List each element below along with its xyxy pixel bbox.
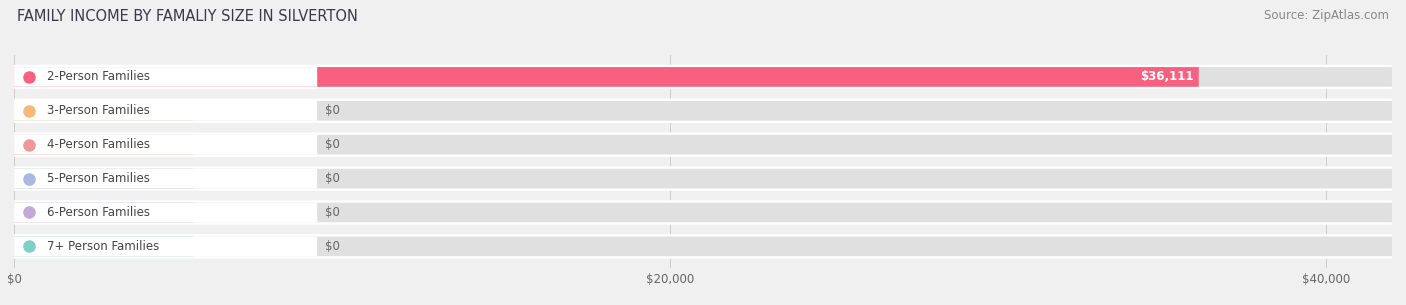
Text: 5-Person Families: 5-Person Families xyxy=(48,172,150,185)
FancyBboxPatch shape xyxy=(14,67,1199,87)
Text: $36,111: $36,111 xyxy=(1140,70,1194,84)
FancyBboxPatch shape xyxy=(14,65,1392,89)
FancyBboxPatch shape xyxy=(14,237,1392,256)
FancyBboxPatch shape xyxy=(14,135,318,155)
Text: 2-Person Families: 2-Person Families xyxy=(48,70,150,84)
FancyBboxPatch shape xyxy=(14,132,1392,157)
FancyBboxPatch shape xyxy=(14,135,193,155)
Text: FAMILY INCOME BY FAMALIY SIZE IN SILVERTON: FAMILY INCOME BY FAMALIY SIZE IN SILVERT… xyxy=(17,9,357,24)
FancyBboxPatch shape xyxy=(14,67,318,87)
FancyBboxPatch shape xyxy=(14,203,318,222)
FancyBboxPatch shape xyxy=(14,169,318,188)
FancyBboxPatch shape xyxy=(14,101,318,121)
Text: 6-Person Families: 6-Person Families xyxy=(48,206,150,219)
FancyBboxPatch shape xyxy=(14,67,1392,87)
Text: $0: $0 xyxy=(325,206,340,219)
Text: 3-Person Families: 3-Person Families xyxy=(48,104,150,117)
Text: 7+ Person Families: 7+ Person Families xyxy=(48,240,159,253)
Text: $0: $0 xyxy=(325,104,340,117)
FancyBboxPatch shape xyxy=(14,101,193,121)
Text: 4-Person Families: 4-Person Families xyxy=(48,138,150,151)
Text: Source: ZipAtlas.com: Source: ZipAtlas.com xyxy=(1264,9,1389,22)
FancyBboxPatch shape xyxy=(14,234,1392,259)
FancyBboxPatch shape xyxy=(14,135,1392,155)
FancyBboxPatch shape xyxy=(14,169,1392,188)
Text: $0: $0 xyxy=(325,172,340,185)
FancyBboxPatch shape xyxy=(14,99,1392,123)
FancyBboxPatch shape xyxy=(14,203,1392,222)
FancyBboxPatch shape xyxy=(14,200,1392,225)
FancyBboxPatch shape xyxy=(14,237,318,256)
FancyBboxPatch shape xyxy=(14,203,193,222)
FancyBboxPatch shape xyxy=(14,169,193,188)
FancyBboxPatch shape xyxy=(14,101,1392,121)
FancyBboxPatch shape xyxy=(14,167,1392,191)
Text: $0: $0 xyxy=(325,240,340,253)
FancyBboxPatch shape xyxy=(14,237,193,256)
Text: $0: $0 xyxy=(325,138,340,151)
